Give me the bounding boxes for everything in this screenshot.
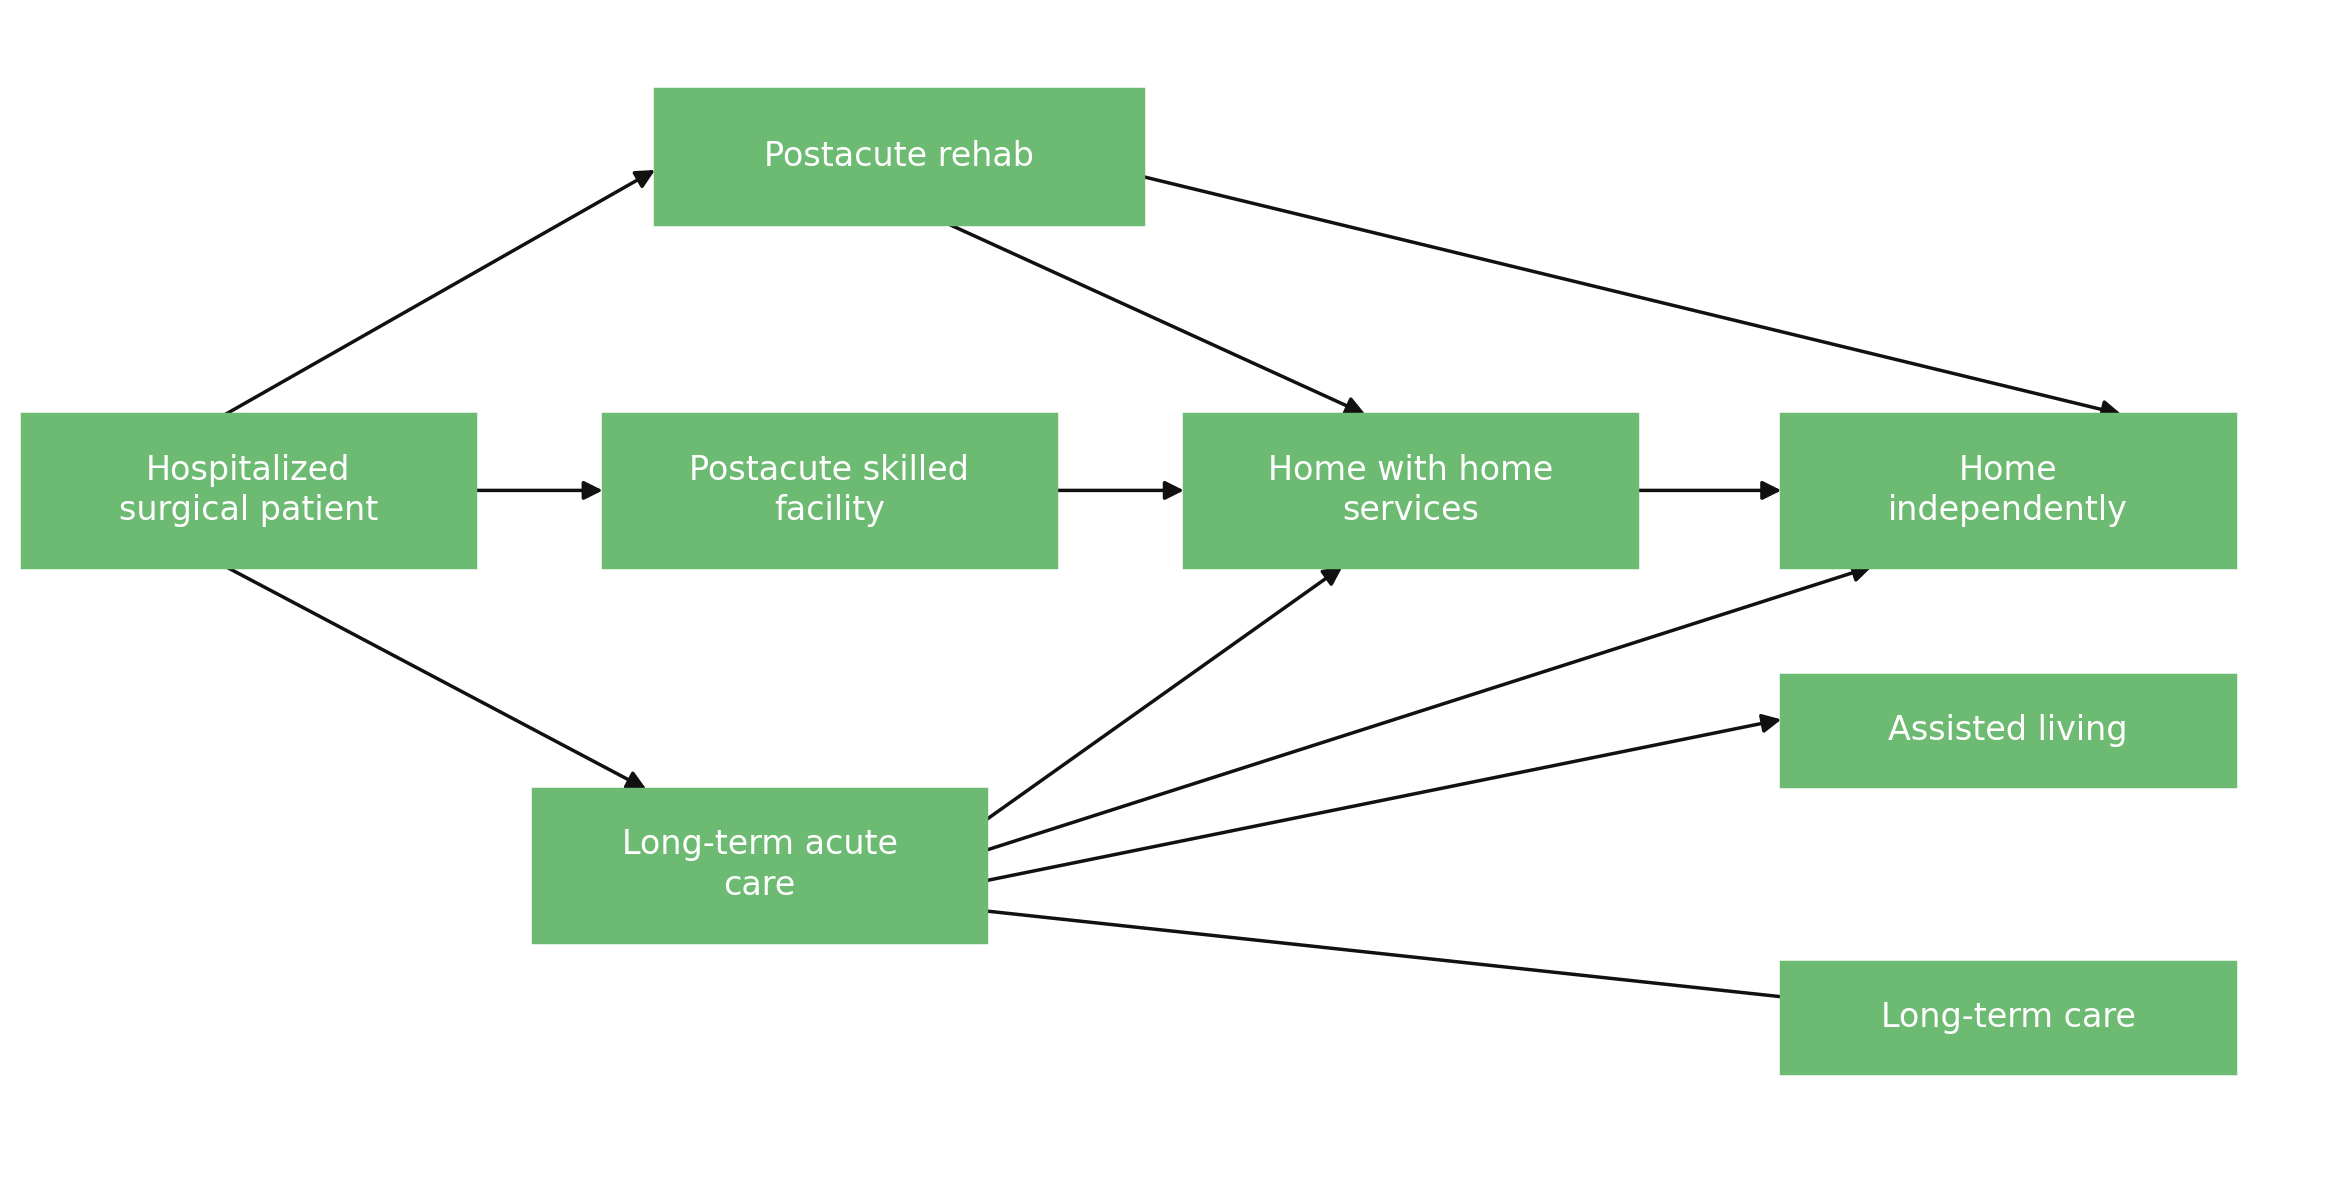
Text: Long-term acute
care: Long-term acute care bbox=[621, 828, 898, 903]
Text: Assisted living: Assisted living bbox=[1887, 714, 2128, 747]
FancyBboxPatch shape bbox=[602, 414, 1057, 566]
Text: Hospitalized
surgical patient: Hospitalized surgical patient bbox=[119, 453, 378, 527]
FancyBboxPatch shape bbox=[1782, 414, 2235, 566]
Text: Postacute rehab: Postacute rehab bbox=[765, 140, 1034, 173]
Text: Home with home
services: Home with home services bbox=[1267, 453, 1554, 527]
FancyBboxPatch shape bbox=[1782, 962, 2235, 1074]
FancyBboxPatch shape bbox=[1782, 675, 2235, 786]
Text: Home
independently: Home independently bbox=[1887, 453, 2128, 527]
FancyBboxPatch shape bbox=[532, 789, 987, 942]
FancyBboxPatch shape bbox=[1183, 414, 1638, 566]
FancyBboxPatch shape bbox=[656, 90, 1143, 224]
Text: Long-term care: Long-term care bbox=[1880, 1001, 2135, 1034]
FancyBboxPatch shape bbox=[21, 414, 476, 566]
Text: Postacute skilled
facility: Postacute skilled facility bbox=[691, 453, 968, 527]
